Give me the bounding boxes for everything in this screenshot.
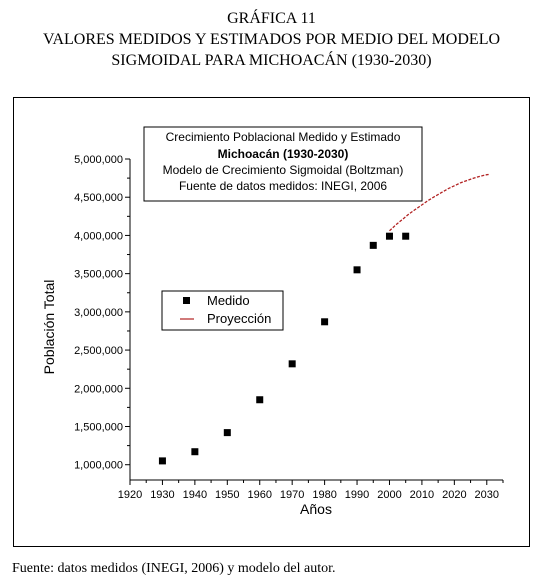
source-note: Fuente: datos medidos (INEGI, 2006) y mo… — [12, 561, 336, 576]
x-axis-ticks: 1920 1930 1940 1950 1960 1970 1980 1990 2000 2010… — [118, 480, 504, 501]
x-tick-label: 1990 — [345, 489, 369, 501]
title-box-line-1: Crecimiento Poblacional Medido y Estimad… — [166, 130, 401, 144]
x-tick-label: 1980 — [312, 489, 336, 501]
legend: Medido Proyección — [161, 290, 284, 331]
title-box-line-2: Michoacán (1930-2030) — [218, 147, 349, 161]
title-box: Crecimiento Poblacional Medido y Estimad… — [143, 126, 423, 202]
data-point-medido — [191, 448, 199, 456]
title-box-frame — [143, 126, 423, 202]
title-box-line-4: Fuente de datos medidos: INEGI, 2006 — [179, 179, 387, 193]
y-axis-ticks: 1,000,000 1,500,000 2,000,000 2,500,000 3,00… — [74, 154, 130, 472]
data-point-medido — [353, 266, 361, 274]
legend-frame — [161, 290, 284, 331]
y-tick-label: 2,500,000 — [74, 345, 123, 357]
x-axis-label: Años — [300, 501, 332, 517]
heading-line-3: SIGMOIDAL PARA MICHOACÁN (1930-2030) — [111, 52, 432, 69]
population-chart: 1,000,000 1,500,000 2,000,000 2,500,000 3,00… — [41, 126, 504, 517]
chart-heading: GRÁFICA 11 VALORES MEDIDOS Y ESTIMADOS P… — [0, 8, 543, 71]
x-tick-label: 2010 — [410, 489, 434, 501]
series-line-proyeccion — [389, 173, 491, 232]
data-point-medido — [402, 232, 410, 240]
data-point-medido — [256, 396, 264, 404]
data-point-medido — [288, 360, 296, 368]
data-point-medido — [369, 241, 377, 249]
y-axis-label: Población Total — [41, 280, 57, 375]
x-tick-label: 1960 — [247, 489, 271, 501]
y-tick-label: 1,000,000 — [74, 460, 123, 472]
data-point-medido — [385, 232, 393, 240]
y-tick-label: 4,000,000 — [74, 230, 123, 242]
x-tick-label: 1970 — [280, 489, 304, 501]
data-point-medido — [321, 318, 329, 326]
legend-label-proyeccion: Proyección — [207, 311, 271, 326]
y-tick-label: 5,000,000 — [74, 154, 123, 166]
x-tick-label: 1920 — [118, 489, 142, 501]
legend-marker-medido — [183, 297, 190, 304]
x-tick-label: 1940 — [183, 489, 207, 501]
x-tick-label: 1950 — [215, 489, 239, 501]
y-tick-label: 4,500,000 — [74, 192, 123, 204]
x-tick-label: 2000 — [377, 489, 401, 501]
y-tick-label: 2,000,000 — [74, 383, 123, 395]
y-tick-label: 1,500,000 — [74, 422, 123, 434]
x-tick-label: 2030 — [475, 489, 499, 501]
heading-line-2: VALORES MEDIDOS Y ESTIMADOS POR MEDIO DE… — [42, 31, 501, 48]
x-tick-label: 2020 — [442, 489, 466, 501]
y-tick-label: 3,500,000 — [74, 269, 123, 281]
x-tick-label: 1930 — [150, 489, 174, 501]
title-box-line-3: Modelo de Crecimiento Sigmoidal (Boltzma… — [163, 163, 404, 177]
legend-label-medido: Medido — [207, 293, 250, 308]
data-point-medido — [158, 457, 166, 465]
y-tick-label: 3,000,000 — [74, 307, 123, 319]
data-series — [158, 173, 491, 465]
heading-line-1: GRÁFICA 11 — [227, 10, 316, 27]
data-point-medido — [223, 429, 231, 437]
chart-frame — [13, 97, 530, 547]
